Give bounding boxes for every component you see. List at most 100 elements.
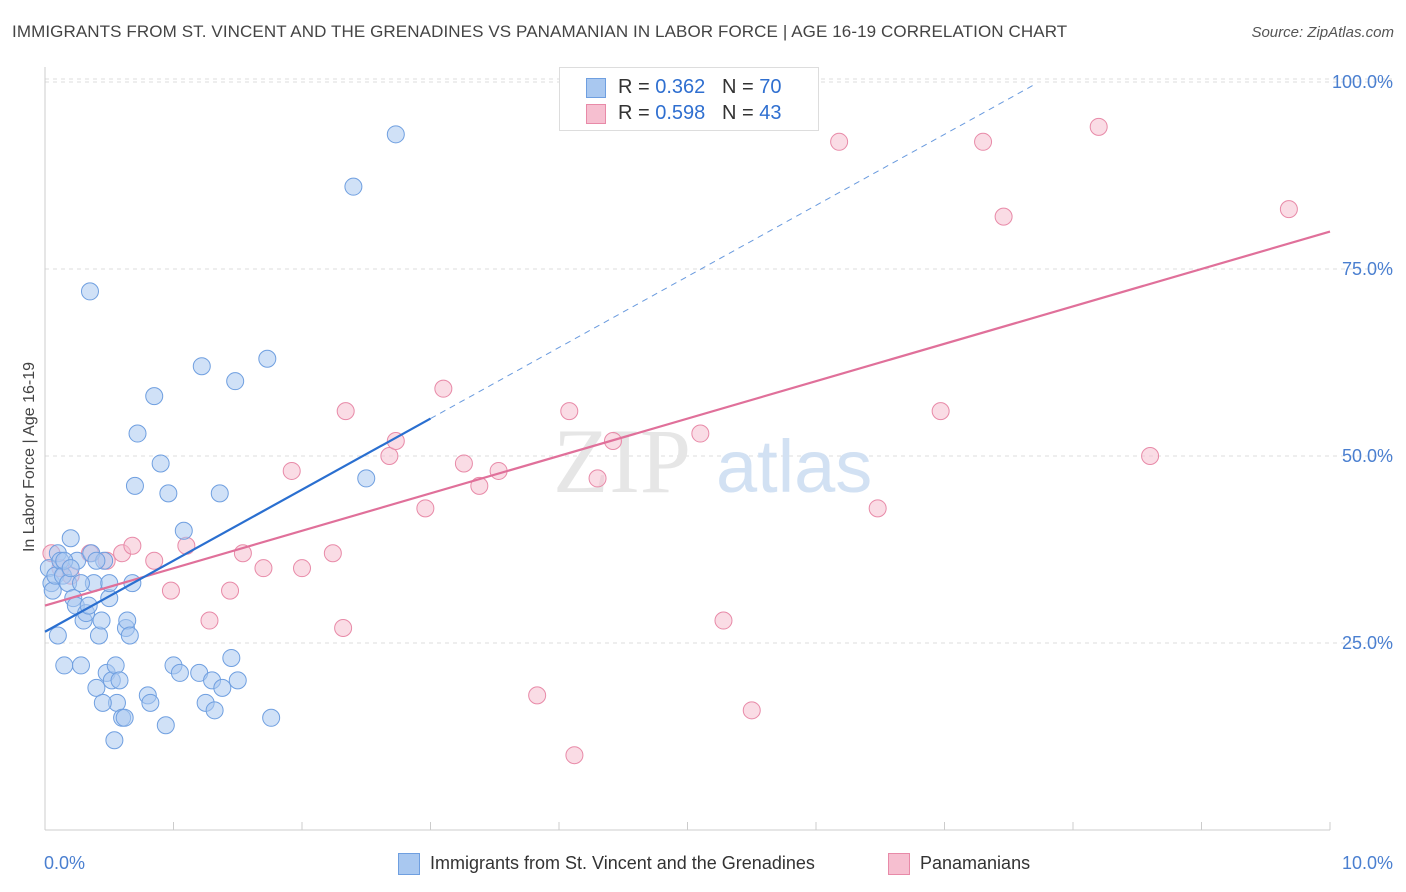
data-point-svg [93, 693, 112, 712]
data-point-svg [115, 708, 134, 727]
data-point-panamanians [380, 446, 399, 465]
data-point-panamanians [742, 701, 761, 720]
x-tick-label-min: 0.0% [44, 853, 85, 873]
trend-line-svg [44, 417, 432, 633]
data-point-svg [258, 349, 277, 368]
data-point-svg [80, 282, 99, 301]
data-point-panamanians [293, 559, 311, 578]
data-point-svg [262, 708, 281, 727]
data-point-panamanians [161, 581, 180, 600]
data-point-svg [357, 469, 376, 488]
data-point-panamanians [323, 544, 342, 563]
data-point-svg [106, 656, 125, 675]
legend-text: R = 0.598 N = 43 [618, 102, 782, 124]
data-point-svg [170, 663, 189, 682]
data-point-svg [210, 484, 229, 503]
data-point-panamanians [334, 619, 353, 638]
data-point-svg [120, 626, 139, 645]
data-point-svg [145, 387, 164, 406]
legend-swatch-pink [586, 104, 606, 124]
data-point-svg [128, 424, 147, 443]
data-point-panamanians [470, 476, 489, 495]
chart-title: IMMIGRANTS FROM ST. VINCENT AND THE GREN… [12, 22, 1068, 41]
data-point-svg [192, 357, 211, 376]
data-point-panamanians [336, 402, 355, 421]
data-point-svg [151, 454, 170, 473]
data-point-panamanians [830, 132, 849, 151]
data-point-panamanians [254, 559, 273, 578]
correlation-legend: R = 0.362 N = 70 R = 0.598 N = 43 [559, 67, 819, 131]
data-point-panamanians [868, 499, 887, 518]
data-point-panamanians [200, 611, 219, 630]
data-point-svg [118, 611, 137, 630]
data-point-panamanians [931, 402, 950, 421]
x-ticks [44, 822, 1331, 830]
data-point-svg [71, 574, 90, 593]
data-point-svg [61, 559, 80, 578]
data-point-svg [43, 581, 62, 600]
y-tick-labels: 25.0% 50.0% 75.0% 100.0% [1332, 72, 1393, 653]
data-point-svg [110, 671, 129, 690]
data-point-panamanians [1089, 117, 1108, 136]
data-point-svg [174, 521, 193, 540]
x-tick-label-max: 10.0% [1342, 853, 1393, 873]
data-point-svg [213, 678, 232, 697]
data-point-panamanians [974, 132, 993, 151]
data-point-svg [141, 693, 160, 712]
legend-text: R = 0.362 N = 70 [618, 76, 782, 98]
data-point-svg [89, 626, 108, 645]
data-point-panamanians [454, 454, 473, 473]
data-point-panamanians [177, 536, 196, 555]
y-tick-label: 100.0% [1332, 72, 1393, 92]
bottom-legend-swatch-pink [888, 853, 910, 875]
data-point-svg [55, 656, 74, 675]
series-svg-points [39, 125, 405, 750]
data-point-svg [48, 626, 67, 645]
data-point-svg [71, 656, 90, 675]
data-point-panamanians [528, 686, 547, 705]
data-point-panamanians [386, 432, 405, 451]
data-point-svg [228, 671, 247, 690]
trend-line-svg-extension [430, 84, 1035, 420]
data-point-panamanians [994, 207, 1013, 226]
data-point-panamanians [691, 424, 710, 443]
data-point-svg [87, 551, 106, 570]
chart-source: Source: ZipAtlas.com [1251, 24, 1394, 41]
data-point-svg [344, 177, 363, 196]
data-point-svg [386, 125, 405, 144]
legend-swatch-blue [586, 78, 606, 98]
watermark-zip: ZIP [553, 410, 691, 512]
data-point-svg [205, 701, 224, 720]
data-point-panamanians [434, 379, 453, 398]
bottom-legend-swatch-blue [398, 853, 420, 875]
bottom-legend-label: Panamanians [920, 853, 1031, 873]
data-point-panamanians [560, 402, 579, 421]
data-point-svg [156, 716, 175, 735]
data-point-panamanians [714, 611, 733, 630]
data-point-panamanians [282, 461, 301, 480]
data-point-panamanians [588, 469, 607, 488]
watermark: ZIP atlas [553, 410, 872, 512]
data-point-svg [222, 648, 241, 667]
data-point-panamanians [145, 551, 164, 570]
bottom-legend-label: Immigrants from St. Vincent and the Gren… [430, 853, 815, 873]
data-point-panamanians [565, 746, 584, 765]
trend-lines [44, 84, 1331, 633]
watermark-atlas: atlas [716, 425, 872, 508]
y-tick-label: 50.0% [1342, 446, 1393, 466]
data-point-panamanians [1141, 446, 1160, 465]
data-point-svg [159, 484, 178, 503]
data-point-panamanians [416, 499, 435, 518]
y-axis-label: In Labor Force | Age 16-19 [21, 362, 38, 552]
data-point-panamanians [123, 536, 142, 555]
data-point-svg [105, 731, 124, 750]
data-point-svg [92, 611, 111, 630]
data-point-svg [226, 372, 245, 391]
y-tick-label: 25.0% [1342, 633, 1393, 653]
data-point-svg [125, 476, 144, 495]
data-point-svg [61, 529, 80, 548]
data-point-panamanians [1279, 200, 1298, 219]
data-point-panamanians [221, 581, 240, 600]
trend-line-panamanians [44, 230, 1331, 607]
